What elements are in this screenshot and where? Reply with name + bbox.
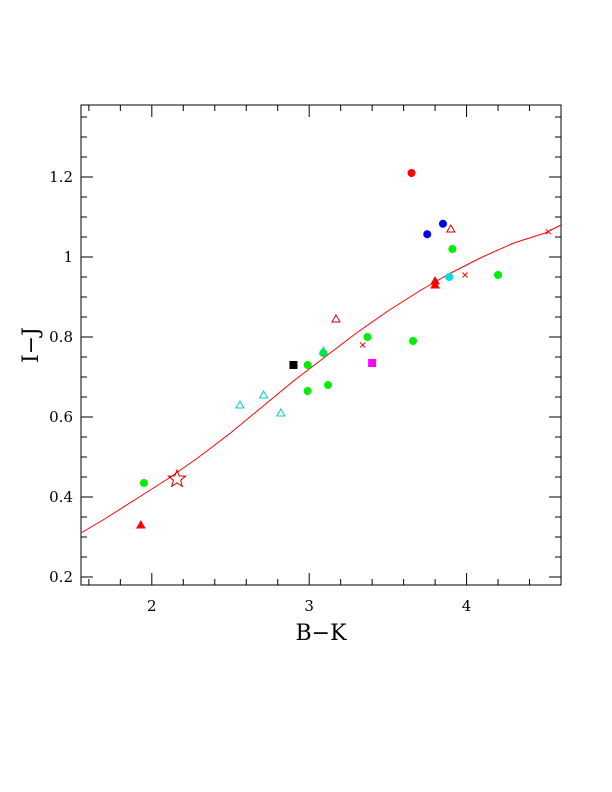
data-point-triangle	[135, 519, 146, 529]
y-tick-label: 0.6	[49, 408, 73, 426]
data-point-circle	[423, 230, 432, 239]
tick-labels: 2 3 4 0.2 0.4 0.6 0.8 1 1.2	[49, 168, 471, 615]
data-point-circle	[303, 361, 312, 369]
data-point-circle	[139, 479, 148, 487]
data-point-circle	[445, 273, 454, 281]
data-point-circle	[407, 169, 416, 177]
data-point-circle	[409, 337, 418, 345]
x-tick-label: 4	[462, 597, 472, 615]
x-tick-label: 3	[304, 597, 314, 615]
data-point-circle	[494, 271, 503, 279]
data-point-square	[368, 359, 377, 367]
curve-marker	[545, 228, 552, 235]
data-point-square	[289, 361, 298, 369]
y-tick-label: 0.8	[49, 328, 73, 346]
data-point-triangle	[258, 389, 269, 399]
plot-frame	[80, 104, 562, 586]
data-point-star	[167, 468, 187, 488]
fit-curve	[80, 224, 562, 534]
data-point-triangle	[276, 407, 286, 417]
data-points	[135, 169, 503, 529]
y-tick-label: 0.2	[49, 568, 73, 586]
curve-markers	[359, 228, 552, 348]
y-tick-label: 1	[63, 248, 73, 266]
data-point-circle	[448, 245, 457, 253]
data-point-triangle	[430, 275, 440, 285]
data-point-triangle	[235, 399, 245, 409]
y-tick-label: 1.2	[49, 168, 73, 186]
data-point-circle	[438, 219, 447, 228]
x-axis-label: B−K	[295, 621, 347, 646]
curve-marker	[462, 272, 468, 278]
y-axis-label: I−J	[19, 327, 44, 363]
data-point-circle	[324, 381, 333, 389]
x-tick-label: 2	[147, 597, 157, 615]
data-point-triangle	[445, 223, 456, 233]
data-point-triangle	[331, 313, 341, 323]
y-tick-label: 0.4	[49, 488, 73, 506]
data-point-circle	[303, 387, 312, 395]
axis-ticks	[81, 105, 562, 585]
curve-marker	[359, 342, 366, 348]
data-point-circle	[363, 333, 372, 341]
data-point-triangle	[318, 345, 329, 355]
